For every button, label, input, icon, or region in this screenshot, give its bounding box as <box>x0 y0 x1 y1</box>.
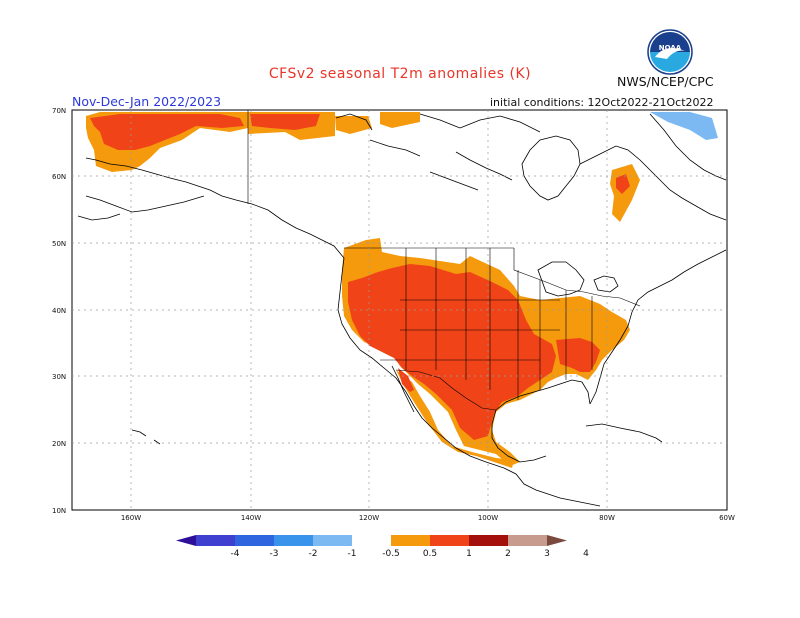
anomaly-region-labrador-core <box>616 174 630 194</box>
colorbar-label: -2 <box>309 549 318 559</box>
lon-label: 140W <box>241 514 261 522</box>
svg-text:NOAA: NOAA <box>659 44 682 52</box>
anomaly-region-baffin <box>380 112 420 128</box>
colorbar-swatch <box>430 535 469 546</box>
anomaly-region-arctic-strip <box>335 116 372 134</box>
lat-labels: 70N 60N 50N 40N 30N 20N 10N <box>52 107 66 515</box>
lat-label: 20N <box>52 440 66 448</box>
colorbar-swatch <box>469 535 508 546</box>
colorbar-arrow-low <box>176 535 196 546</box>
anomaly-region-baja <box>398 368 414 392</box>
graticule <box>72 110 727 510</box>
chart-title: CFSv2 seasonal T2m anomalies (K) <box>268 66 532 82</box>
colorbar-label: 3 <box>544 549 550 559</box>
forecast-period: Nov-Dec-Jan 2022/2023 <box>72 94 222 109</box>
lat-label: 40N <box>52 307 66 315</box>
lon-labels: 160W 140W 120W 100W 80W 60W <box>121 514 735 522</box>
lon-label: 160W <box>121 514 141 522</box>
colorbar: -4 -3 -2 -1 -0.5 0.5 1 2 3 4 <box>176 535 589 559</box>
colorbar-swatch <box>313 535 352 546</box>
coastlines <box>77 113 727 507</box>
colorbar-swatch <box>508 535 547 546</box>
lon-label: 80W <box>599 514 615 522</box>
lat-label: 50N <box>52 240 66 248</box>
lon-label: 120W <box>359 514 379 522</box>
lon-label: 60W <box>719 514 735 522</box>
lat-label: 10N <box>52 507 66 515</box>
colorbar-swatch <box>196 535 235 546</box>
colorbar-swatch <box>274 535 313 546</box>
lat-label: 60N <box>52 173 66 181</box>
colorbar-swatch <box>391 535 430 546</box>
agency-label: NWS/NCEP/CPC <box>617 74 714 89</box>
anomaly-fill <box>86 112 718 468</box>
colorbar-label: 0.5 <box>423 549 437 559</box>
colorbar-swatch <box>352 535 391 546</box>
anomaly-region-southeast-core <box>556 338 600 372</box>
colorbar-label: -0.5 <box>382 549 400 559</box>
colorbar-label: 4 <box>583 549 589 559</box>
boundaries <box>247 110 641 411</box>
lon-label: 100W <box>478 514 498 522</box>
anomaly-region-arctic-islands <box>250 114 320 130</box>
anomaly-region-alaska-core <box>90 114 244 150</box>
colorbar-swatch <box>235 535 274 546</box>
anomaly-region-us-interior <box>348 264 556 440</box>
colorbar-label: -3 <box>270 549 279 559</box>
colorbar-label: 2 <box>505 549 511 559</box>
lat-label: 70N <box>52 107 66 115</box>
colorbar-label: -4 <box>231 549 240 559</box>
colorbar-label: 1 <box>466 549 472 559</box>
colorbar-label: -1 <box>348 549 357 559</box>
initial-conditions: initial conditions: 12Oct2022-21Oct2022 <box>490 96 714 109</box>
colorbar-arrow-high <box>547 535 567 546</box>
anomaly-region-greenland-blue <box>650 112 718 140</box>
lat-label: 30N <box>52 373 66 381</box>
noaa-logo: NOAA <box>647 29 693 75</box>
